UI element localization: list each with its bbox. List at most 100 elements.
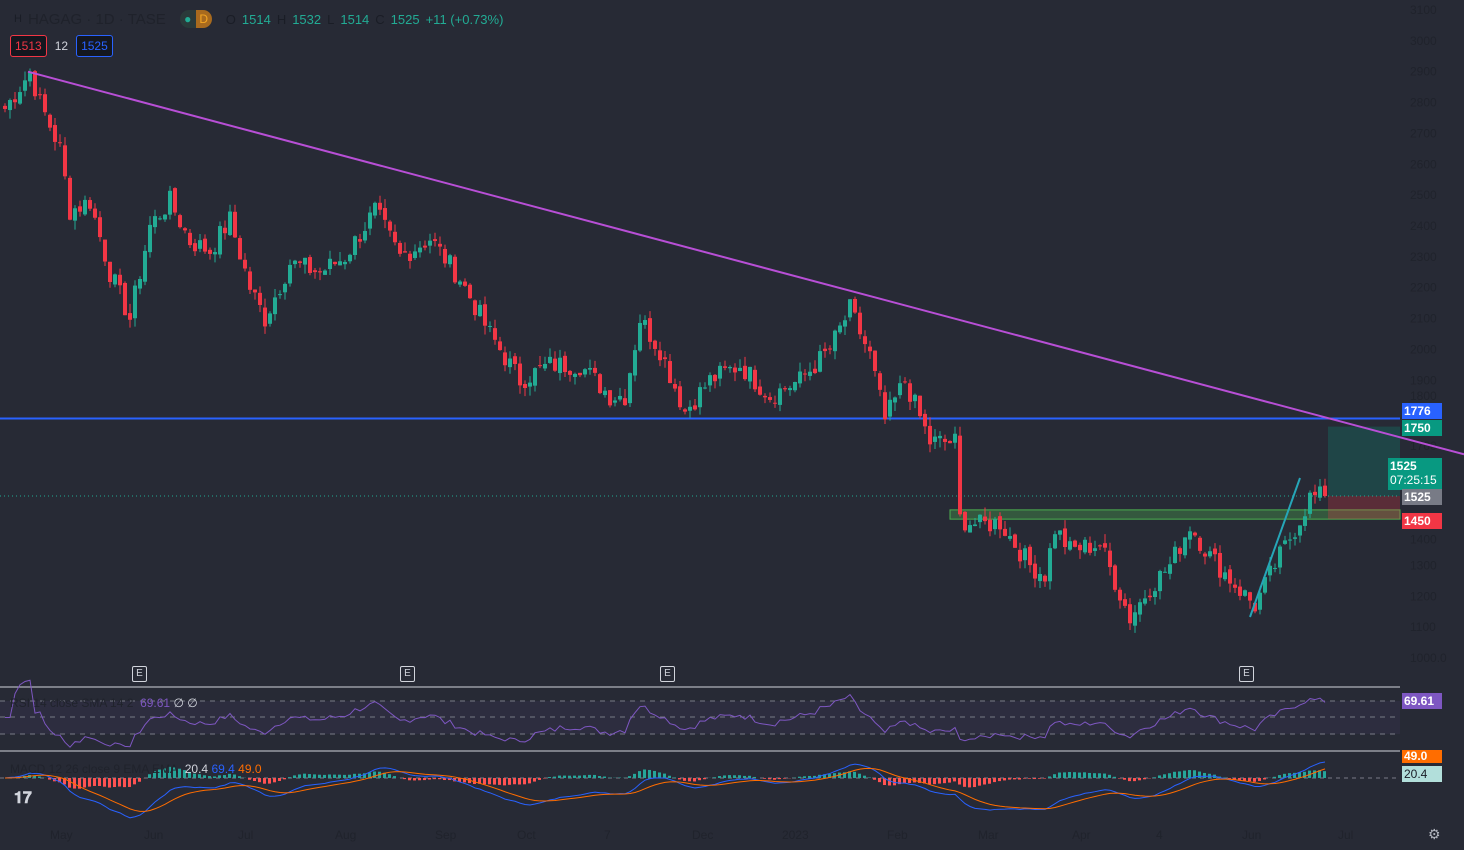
- macd-histogram-bar: [1053, 774, 1056, 778]
- macd-histogram-bar: [203, 775, 206, 778]
- earnings-marker[interactable]: E: [660, 666, 675, 682]
- macd-histogram-bar: [1258, 778, 1261, 781]
- candle-body: [578, 372, 582, 376]
- macd-histogram-bar: [78, 778, 81, 789]
- macd-histogram-bar: [1203, 772, 1206, 778]
- candle-body: [973, 524, 977, 527]
- high-label: H: [276, 11, 287, 27]
- sell-button[interactable]: 1513: [10, 35, 47, 57]
- candle-body: [343, 261, 347, 265]
- candle-body: [898, 383, 902, 396]
- tradingview-logo-icon[interactable]: 𝟏𝟕: [14, 790, 32, 807]
- macd-histogram-bar: [1133, 778, 1136, 782]
- macd-histogram-bar: [253, 778, 256, 781]
- candle-body: [1103, 543, 1107, 548]
- candle-body: [573, 373, 577, 377]
- macd-histogram-bar: [663, 773, 666, 778]
- macd-histogram-bar: [1253, 778, 1256, 782]
- candle-body: [888, 399, 892, 417]
- earnings-marker[interactable]: E: [400, 666, 415, 682]
- macd-histogram-bar: [743, 775, 746, 778]
- buy-button[interactable]: 1525: [76, 35, 113, 57]
- candle-body: [618, 395, 622, 400]
- candle-body: [1143, 598, 1147, 604]
- candle-body: [1108, 550, 1112, 568]
- earnings-marker[interactable]: E: [1239, 666, 1254, 682]
- settings-gear-icon[interactable]: ⚙: [1428, 826, 1441, 842]
- candle-body: [548, 356, 552, 363]
- macd-histogram-bar: [198, 774, 201, 778]
- change-value: +11 (+0.73%): [425, 11, 504, 27]
- macd-histogram-bar: [558, 775, 561, 778]
- candle-body: [828, 348, 832, 350]
- high-value: 1532: [292, 11, 322, 27]
- macd-histogram-bar: [673, 777, 676, 778]
- candle-body: [823, 348, 827, 352]
- earnings-marker[interactable]: E: [132, 666, 147, 682]
- candle-body: [168, 190, 172, 215]
- candle-body: [218, 226, 222, 255]
- macd-histogram-bar: [1173, 771, 1176, 778]
- macd-histogram-bar: [703, 778, 706, 780]
- candle-body: [393, 231, 397, 243]
- macd-histogram-bar: [533, 778, 536, 782]
- macd-histogram-bar: [438, 778, 441, 780]
- candle-body: [1088, 542, 1092, 553]
- candle-body: [623, 398, 627, 406]
- macd-histogram-bar: [428, 778, 431, 780]
- macd-histogram-bar: [1033, 778, 1036, 780]
- symbol-legend: H HAGAG · 1D · TASE ● D O 1514 H 1532 L 1514…: [14, 10, 503, 28]
- macd-histogram-bar: [1068, 772, 1071, 778]
- macd-histogram-bar: [688, 778, 691, 782]
- candle-body: [663, 357, 667, 360]
- symbol-title[interactable]: HAGAG · 1D · TASE: [27, 10, 166, 28]
- macd-histogram-bar: [933, 778, 936, 785]
- candle-body: [368, 212, 372, 229]
- candle-body: [773, 402, 777, 404]
- macd-histogram-bar: [348, 774, 351, 778]
- candle-body: [1058, 530, 1062, 535]
- candle-body: [28, 71, 32, 82]
- market-status-pill[interactable]: ● D: [179, 10, 212, 28]
- candle-body: [1233, 584, 1237, 588]
- candle-body: [98, 217, 102, 238]
- macd-histogram-bar: [998, 778, 1001, 782]
- macd-histogram-bar: [693, 778, 696, 782]
- candle-body: [1043, 575, 1047, 582]
- candle-body: [858, 312, 862, 335]
- candle-body: [1208, 551, 1212, 557]
- macd-histogram-bar: [1263, 778, 1266, 780]
- macd-histogram-bar: [113, 778, 116, 788]
- candle-body: [1078, 544, 1082, 551]
- macd-histogram-bar: [638, 771, 641, 778]
- macd-histogram-bar: [713, 777, 716, 778]
- macd-histogram-bar: [1093, 773, 1096, 778]
- candle-body: [1283, 540, 1287, 544]
- rsi-value: 69.61: [140, 696, 171, 710]
- candle-body: [698, 387, 702, 408]
- candle-body: [293, 260, 297, 265]
- macd-histogram-bar: [488, 778, 491, 785]
- x-tick-label: Apr: [1072, 828, 1091, 842]
- macd-legend[interactable]: MACD 12 26 close 9 EMA EMA 20.4 69.4 49.…: [10, 762, 262, 776]
- macd-histogram-bar: [1228, 778, 1231, 779]
- candle-body: [668, 361, 672, 384]
- macd-histogram-bar: [368, 772, 371, 778]
- macd-histogram-bar: [318, 774, 321, 778]
- candle-body: [998, 516, 1002, 530]
- macd-histogram-bar: [563, 775, 566, 778]
- candle-body: [1238, 586, 1242, 596]
- close-value: 1525: [390, 11, 420, 27]
- candle-body: [228, 211, 232, 236]
- macd-histogram-bar: [1313, 770, 1316, 778]
- rsi-legend[interactable]: RSI 14 close SMA 14 2 69.61 ∅ ∅: [10, 696, 198, 710]
- candle-body: [1113, 565, 1117, 590]
- candle-body: [1053, 534, 1057, 549]
- candle-body: [1308, 492, 1312, 514]
- macd-histogram-bar: [868, 777, 871, 778]
- candle-body: [1223, 572, 1227, 580]
- candle-body: [1158, 571, 1162, 592]
- resistance-price-tag: 1776: [1402, 403, 1442, 419]
- candle-body: [13, 99, 17, 103]
